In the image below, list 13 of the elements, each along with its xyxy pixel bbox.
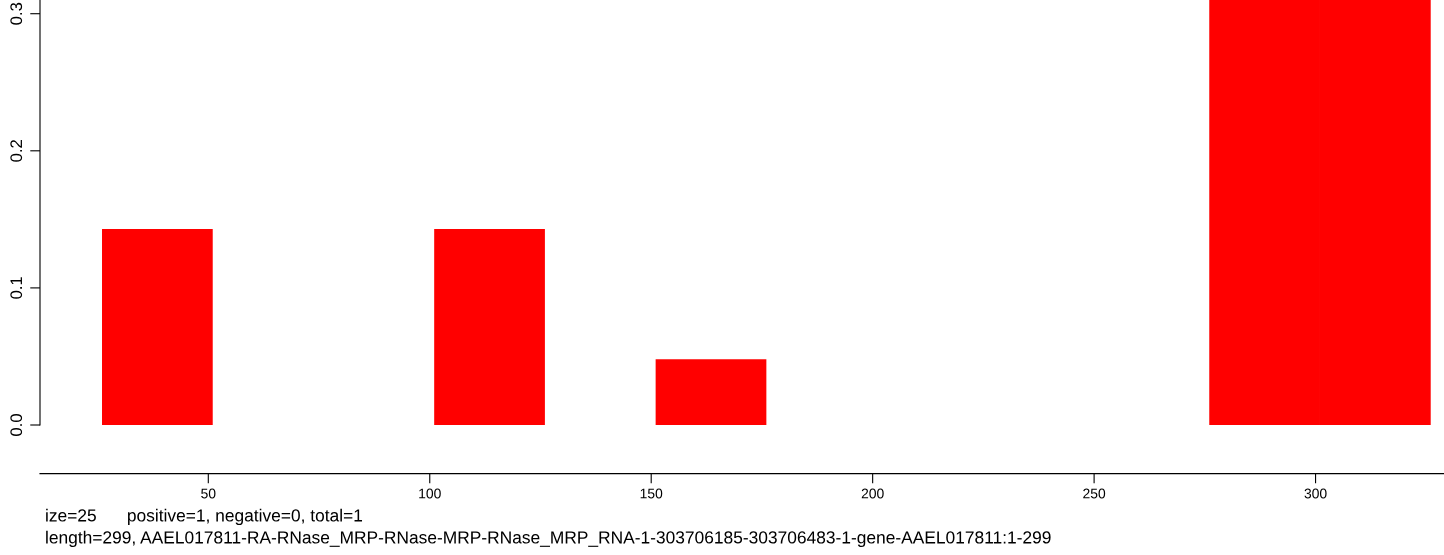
x-tick-label: 100 xyxy=(419,488,441,499)
x-tick-label: 300 xyxy=(1304,488,1327,499)
text: positive=1, negative=0, total=1 xyxy=(128,508,363,525)
x-tick-label: 50 xyxy=(201,488,216,499)
text: ize=25 xyxy=(46,508,96,522)
y-tick-label: 0.1 xyxy=(10,277,23,299)
y-tick-label: 0.2 xyxy=(10,140,23,162)
y-tick-label: 0.0 xyxy=(10,414,23,436)
x-tick-label: 250 xyxy=(1083,488,1106,499)
x-tick-label: 150 xyxy=(640,488,663,499)
y-tick-label: 0.3 xyxy=(10,2,23,25)
x-tick-label: 200 xyxy=(861,488,884,499)
text: length=299, AAEL017811-RA-RNase_MRP-RNase-MRP-RNase_MRP_RNA-1-303706185-303706483-1-gene-AAEL017811:1-299 xyxy=(46,530,1051,547)
